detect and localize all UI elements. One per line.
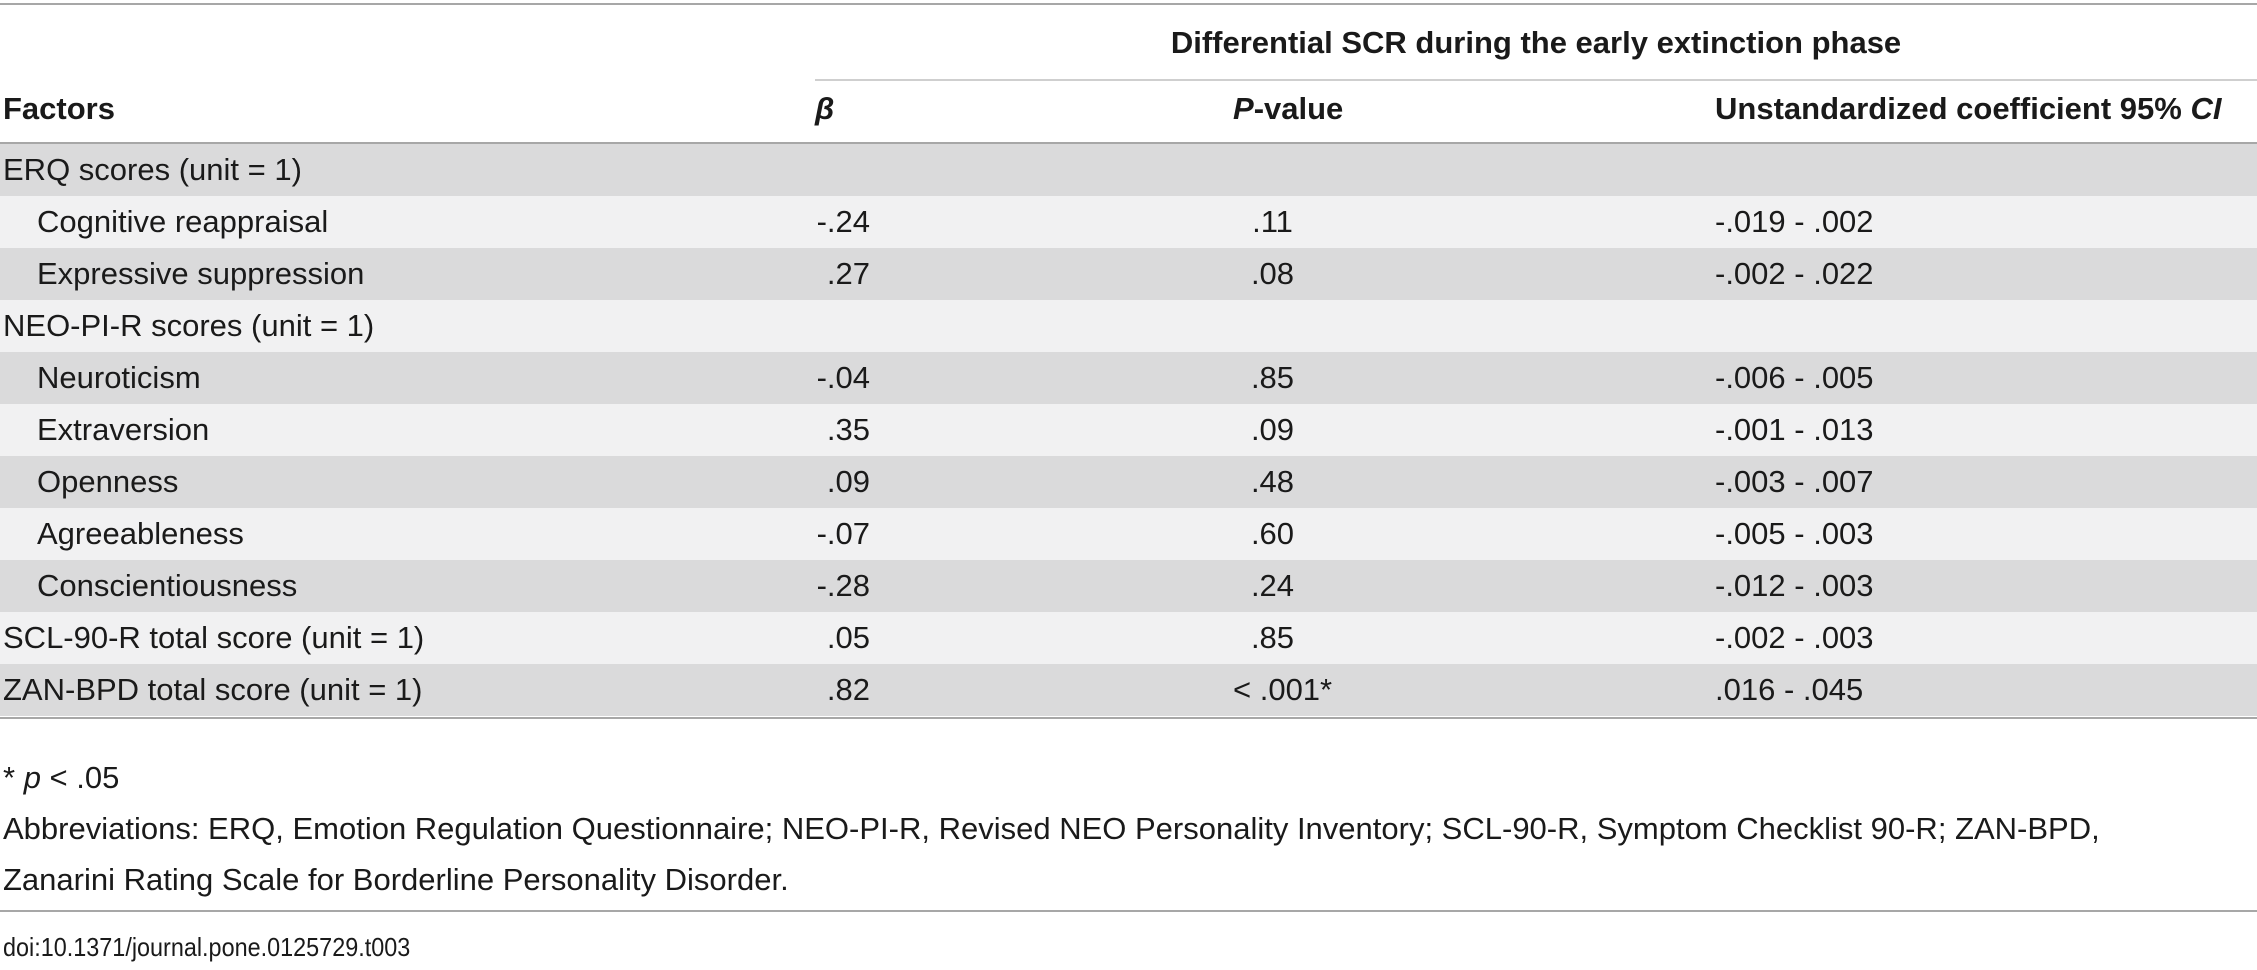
cell-ci: -.003 - .007	[1715, 464, 1874, 499]
cell-ci: .016 - .045	[1715, 672, 1864, 707]
cell-factor: NEO-PI-R scores (unit = 1)	[3, 308, 375, 343]
cell-ci: -.002 - .022	[1715, 256, 1874, 291]
cell-p-value	[1235, 144, 1310, 196]
table-row: Expressive suppression .27 .08 -.002 - .022	[0, 248, 2257, 300]
cell-factor: Agreeableness	[37, 516, 244, 551]
doi-link[interactable]: doi:10.1371/journal.pone.0125729.t003	[3, 932, 411, 962]
cell-p-value: .24	[1250, 568, 1295, 603]
header-p-value: P-value	[1233, 89, 1343, 129]
header-beta-symbol: β	[815, 91, 835, 126]
header-p-italic: P	[1233, 91, 1254, 126]
table-row: Neuroticism -.04 .85 -.006 - .005	[0, 352, 2257, 404]
cell-beta: .35	[826, 412, 870, 447]
cell-p-value	[1235, 300, 1310, 352]
abbreviations-line-2: Zanarini Rating Scale for Borderline Per…	[3, 862, 789, 897]
cell-ci: -.001 - .013	[1715, 412, 1874, 447]
cell-p-value: .09	[1250, 412, 1295, 447]
header-beta: β	[815, 89, 834, 129]
column-group-header: Differential SCR during the early extinc…	[0, 5, 2257, 81]
table-body: ERQ scores (unit = 1) Cognitive reapprais…	[0, 144, 2257, 716]
table-row: Conscientiousness -.28 .24 -.012 - .003	[0, 560, 2257, 612]
significance-prefix: *	[3, 760, 24, 795]
cell-p-value: .85	[1250, 620, 1295, 655]
header-ci-text: Unstandardized coefficient 95%	[1715, 91, 2191, 126]
table-top-rule	[0, 3, 2257, 5]
cell-factor: ERQ scores (unit = 1)	[3, 152, 302, 187]
footer-rule	[0, 910, 2257, 912]
table-row: ZAN-BPD total score (unit = 1) .82 < .001*…	[0, 664, 2257, 716]
cell-p-value: .48	[1250, 464, 1295, 499]
table-footnotes: * p < .05 Abbreviations: ERQ, Emotion Re…	[3, 752, 2243, 905]
cell-factor: Neuroticism	[37, 360, 201, 395]
cell-ci: -.006 - .005	[1715, 360, 1874, 395]
table-row: ERQ scores (unit = 1)	[0, 144, 2257, 196]
table-row: Agreeableness -.07 .60 -.005 - .003	[0, 508, 2257, 560]
column-group-rule	[815, 79, 2257, 81]
cell-factor: Openness	[37, 464, 179, 499]
cell-factor: Extraversion	[37, 412, 210, 447]
column-group-title: Differential SCR during the early extinc…	[1170, 25, 1902, 60]
cell-factor: SCL-90-R total score (unit = 1)	[3, 620, 425, 655]
cell-beta: .05	[826, 620, 870, 655]
cell-factor: ZAN-BPD total score (unit = 1)	[3, 672, 423, 707]
table-header-rule	[0, 142, 2257, 144]
significance-note: * p < .05	[3, 752, 2243, 803]
cell-beta: .82	[826, 672, 870, 707]
cell-p-value: .60	[1250, 516, 1295, 551]
table-bottom-rule	[0, 717, 2257, 719]
cell-beta	[810, 300, 870, 352]
cell-beta	[810, 144, 870, 196]
table-row: NEO-PI-R scores (unit = 1)	[0, 300, 2257, 352]
header-factors: Factors	[3, 91, 115, 126]
abbreviations-line-1: Abbreviations: ERQ, Emotion Regulation Q…	[3, 811, 2100, 846]
cell-ci: -.012 - .003	[1715, 568, 1874, 603]
cell-ci: -.002 - .003	[1715, 620, 1874, 655]
cell-beta: .09	[826, 464, 870, 499]
significance-rest: < .05	[40, 760, 120, 795]
cell-p-value: .85	[1250, 360, 1295, 395]
header-p-rest: -value	[1253, 91, 1344, 126]
cell-beta: -.07	[816, 516, 870, 551]
table-row: Cognitive reappraisal -.24 .11 -.019 - .002	[0, 196, 2257, 248]
header-ci: Unstandardized coefficient 95% CI	[1715, 89, 2221, 129]
cell-factor: Expressive suppression	[37, 256, 365, 291]
cell-factor: Cognitive reappraisal	[37, 204, 329, 239]
table-row: Openness .09 .48 -.003 - .007	[0, 456, 2257, 508]
cell-p-value: .11	[1252, 204, 1293, 239]
significance-p: p	[23, 760, 41, 795]
table-row: Extraversion .35 .09 -.001 - .013	[0, 404, 2257, 456]
cell-p-value: < .001*	[1233, 672, 1333, 707]
cell-beta: -.04	[816, 360, 870, 395]
cell-beta: .27	[826, 256, 870, 291]
cell-ci: -.005 - .003	[1715, 516, 1874, 551]
table-row: SCL-90-R total score (unit = 1) .05 .85 -.0…	[0, 612, 2257, 664]
cell-factor: Conscientiousness	[37, 568, 298, 603]
header-ci-italic: CI	[2190, 91, 2222, 126]
cell-ci: -.019 - .002	[1715, 204, 1874, 239]
cell-beta: -.28	[816, 568, 870, 603]
cell-p-value: .08	[1250, 256, 1295, 291]
table-header-row: Factors β P-value Unstandardized coeffic…	[0, 76, 2257, 142]
cell-beta: -.24	[816, 204, 870, 239]
